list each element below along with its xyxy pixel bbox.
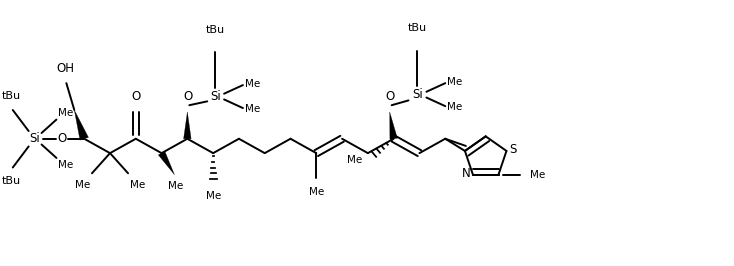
Text: Me: Me: [168, 181, 183, 192]
Text: tBu: tBu: [2, 176, 21, 186]
Polygon shape: [390, 112, 397, 139]
Text: OH: OH: [57, 61, 74, 74]
Text: tBu: tBu: [408, 23, 427, 33]
Text: tBu: tBu: [2, 91, 21, 101]
Text: Me: Me: [447, 102, 462, 112]
Text: Me: Me: [245, 104, 260, 114]
Polygon shape: [74, 110, 89, 140]
Text: tBu: tBu: [206, 25, 225, 35]
Text: O: O: [58, 132, 67, 145]
Text: S: S: [509, 143, 517, 156]
Text: Me: Me: [130, 180, 145, 190]
Text: Me: Me: [206, 190, 221, 201]
Text: Me: Me: [59, 160, 73, 170]
Text: Si: Si: [210, 90, 220, 103]
Text: Me: Me: [346, 155, 362, 165]
Text: Me: Me: [59, 108, 73, 118]
Text: Si: Si: [412, 88, 423, 101]
Polygon shape: [184, 112, 191, 139]
Text: Si: Si: [29, 132, 40, 145]
Text: Me: Me: [309, 187, 324, 197]
Text: Me: Me: [75, 180, 90, 190]
Text: O: O: [131, 90, 140, 103]
Polygon shape: [159, 151, 175, 175]
Text: O: O: [184, 90, 193, 103]
Text: Me: Me: [245, 79, 260, 89]
Text: Me: Me: [530, 169, 545, 180]
Text: N: N: [462, 167, 471, 180]
Text: O: O: [385, 90, 394, 103]
Text: Me: Me: [447, 77, 462, 87]
